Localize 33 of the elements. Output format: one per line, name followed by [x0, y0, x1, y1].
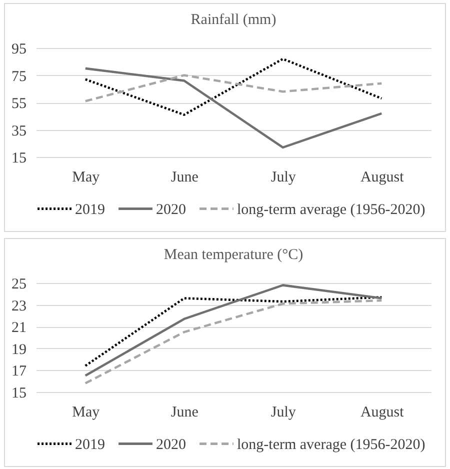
y-tick-label: 19: [12, 342, 26, 358]
x-tick-label: June: [170, 170, 199, 186]
line-series: [84, 58, 383, 116]
chart-title: Rainfall (mm): [190, 12, 276, 28]
y-tick-label: 17: [12, 364, 27, 380]
line-series: [84, 74, 383, 102]
x-tick-label: June: [170, 404, 199, 420]
y-tick-label: 15: [12, 386, 26, 402]
y-tick-label: 25: [12, 276, 26, 292]
y-tick-label: 75: [12, 68, 26, 85]
legend-label: long-term average (1956-2020): [237, 202, 426, 218]
y-tick-label: 35: [12, 123, 26, 140]
legend-label: 2020: [156, 202, 186, 218]
y-tick-label: 21: [12, 320, 26, 336]
legend-label: 2020: [156, 436, 186, 453]
x-tick-label: July: [270, 170, 296, 186]
line-series: [84, 299, 383, 384]
legend-label: 2019: [75, 202, 105, 218]
line-series: [84, 67, 383, 149]
x-tick-label: July: [270, 404, 296, 420]
line-series: [84, 296, 383, 367]
x-tick-label: May: [72, 170, 100, 186]
y-tick-label: 15: [12, 150, 26, 166]
y-tick-label: 55: [12, 96, 26, 112]
legend-label: long-term average (1956-2020): [237, 436, 426, 453]
line-series: [84, 284, 383, 377]
y-tick-label: 95: [12, 42, 26, 58]
x-tick-label: August: [360, 404, 405, 420]
x-tick-label: August: [360, 170, 405, 186]
y-tick-label: 23: [12, 298, 26, 314]
legend-label: 2019: [75, 436, 105, 453]
chart-title: Mean temperature (°C): [164, 247, 304, 263]
x-tick-label: May: [72, 404, 100, 420]
